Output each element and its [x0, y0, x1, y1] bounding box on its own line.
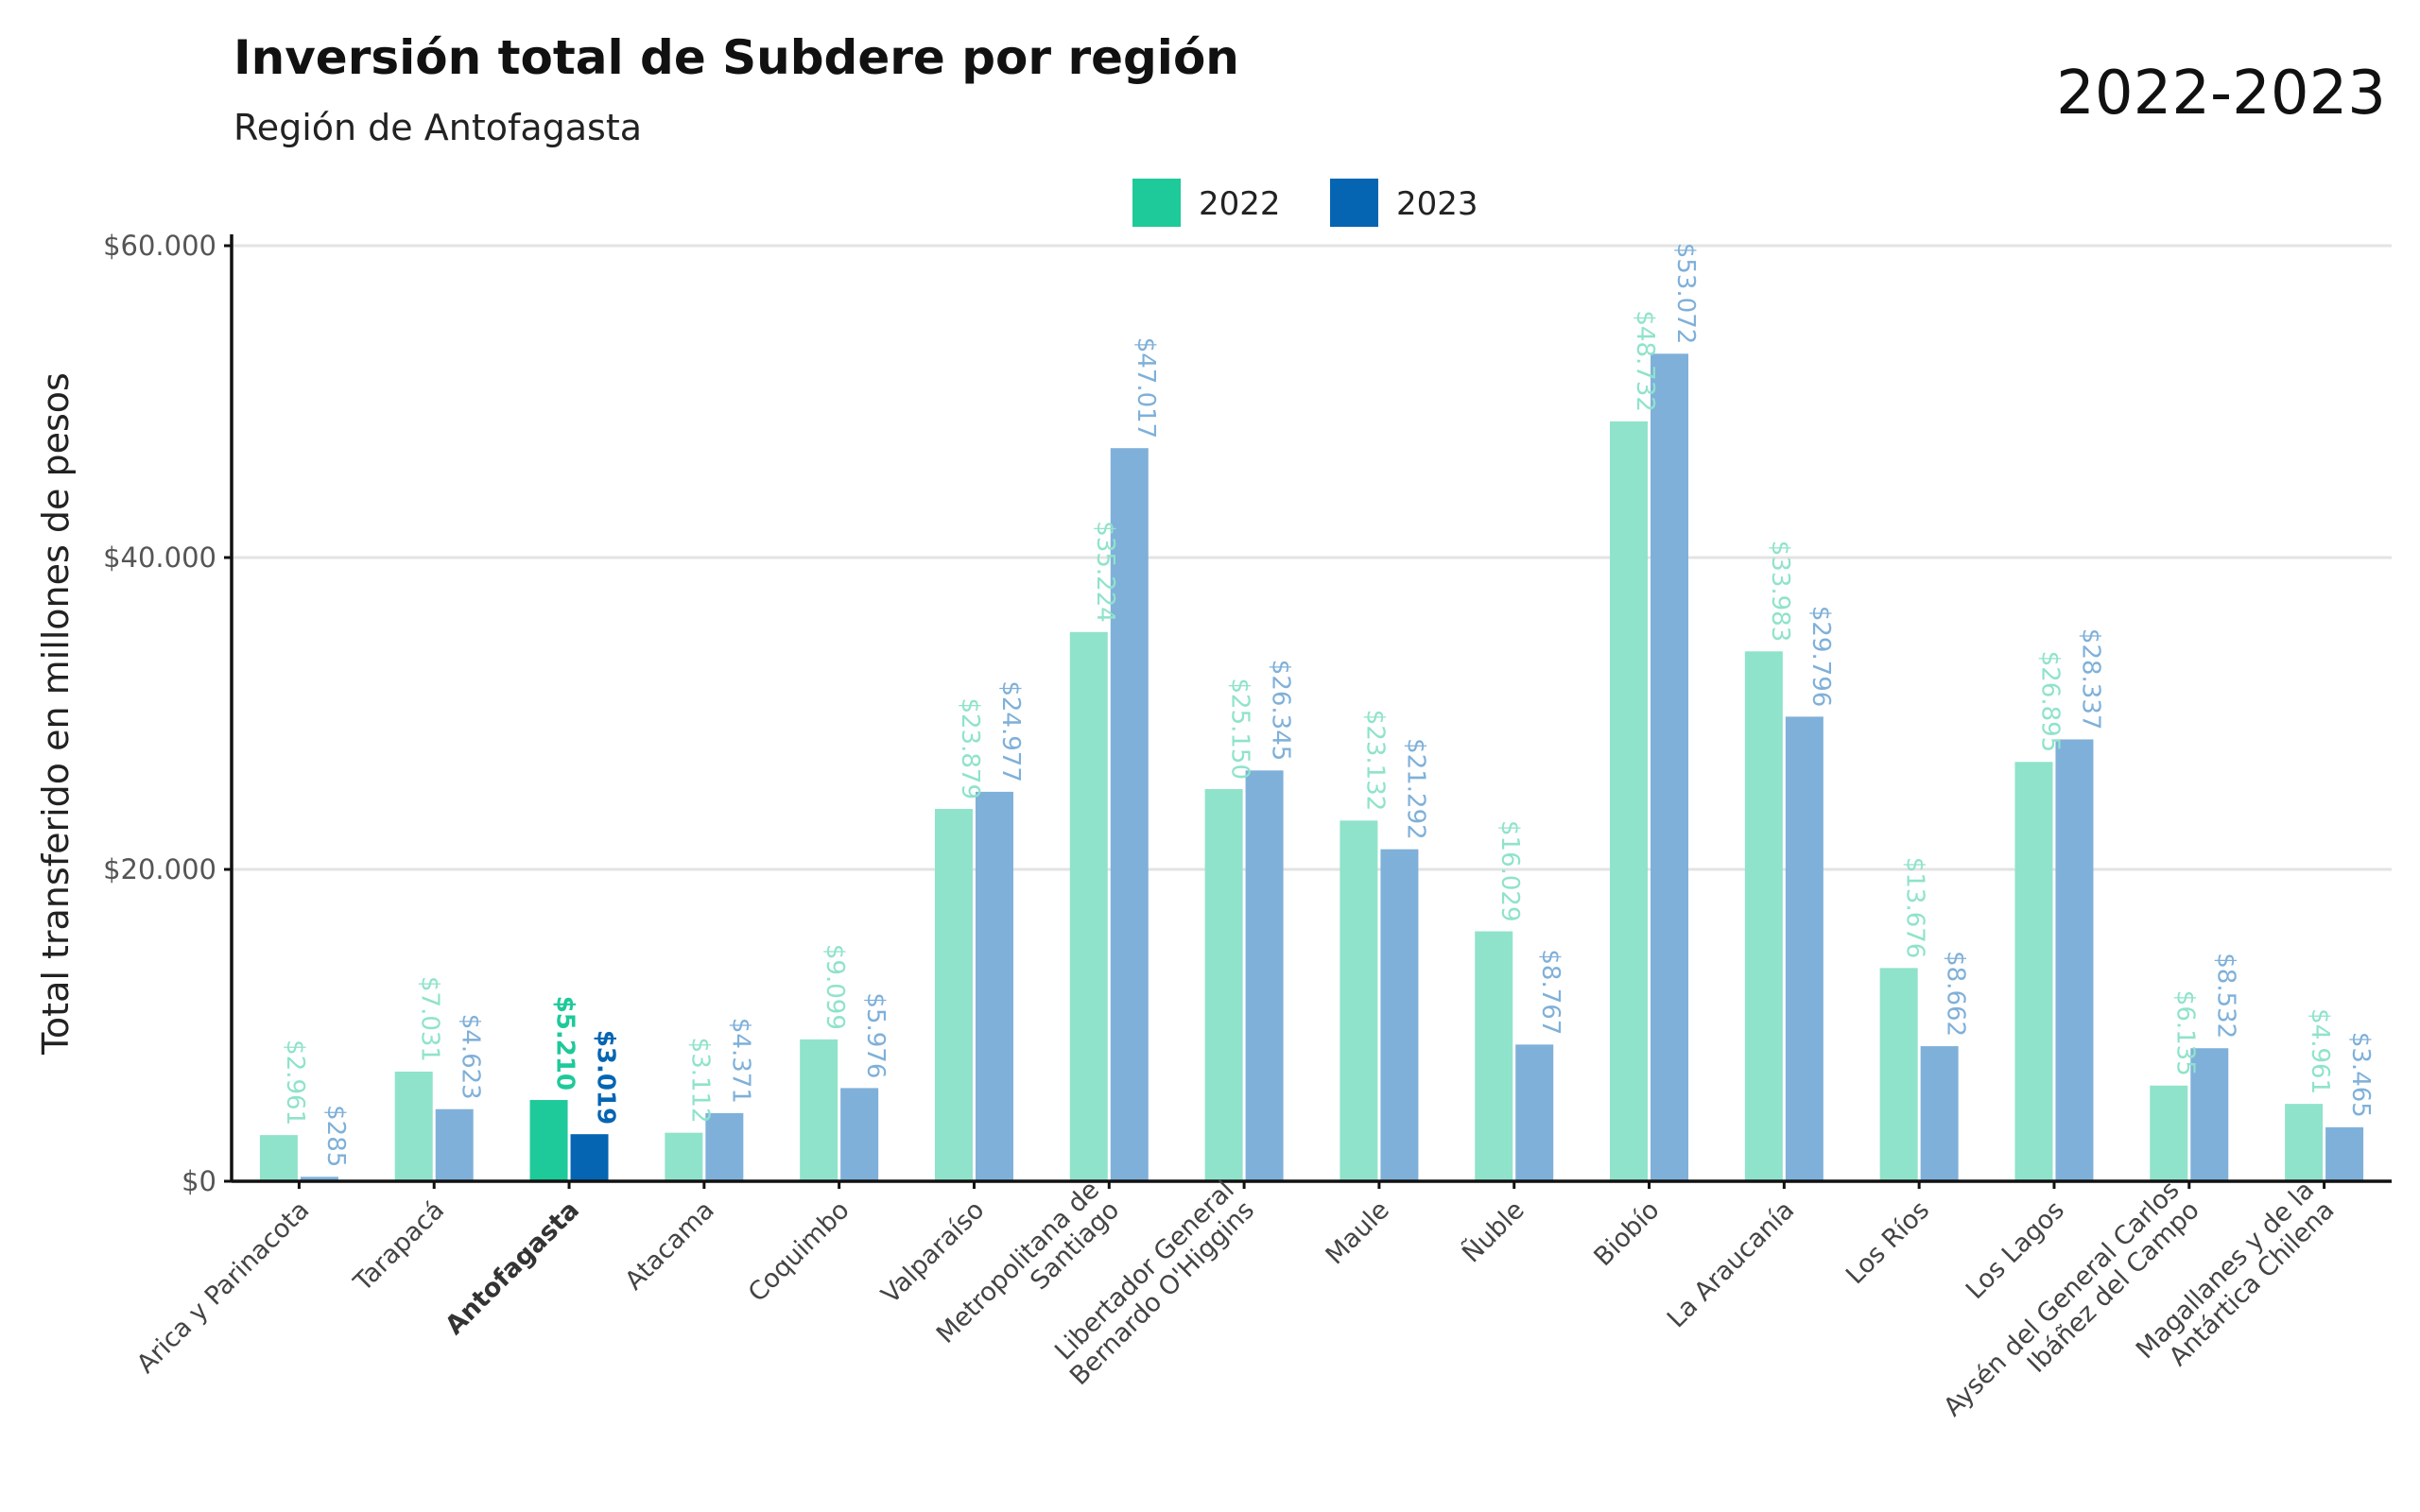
bar-2023 — [840, 1088, 879, 1181]
data-label-2023: $8.662 — [1942, 951, 1970, 1037]
bar-2023 — [705, 1112, 744, 1181]
legend-label-2023: 2023 — [1396, 185, 1478, 223]
legend-swatch-2023 — [1330, 179, 1378, 227]
bar-2022 — [1069, 631, 1108, 1181]
data-label-2023: $4.623 — [457, 1014, 485, 1100]
bar-2022 — [1744, 651, 1783, 1181]
data-label-2022: $13.676 — [1901, 857, 1929, 959]
data-label-2023: $3.019 — [592, 1030, 620, 1125]
bar-2022 — [934, 808, 973, 1181]
bar-2022 — [1879, 968, 1918, 1181]
data-label-2023: $21.292 — [1401, 738, 1429, 840]
x-tick-label: Arica y Parinacota — [131, 1195, 315, 1379]
data-label-2022: $25.150 — [1226, 678, 1254, 780]
bar-2022 — [1610, 421, 1649, 1181]
bar-2023 — [2325, 1126, 2364, 1181]
data-label-2023: $29.796 — [1806, 606, 1835, 708]
data-label-2022: $6.135 — [2170, 990, 2199, 1076]
bar-2023 — [1380, 849, 1419, 1181]
x-tick-label: Coquimbo — [743, 1195, 856, 1308]
y-tick-label: $0 — [182, 1165, 216, 1197]
bar-2022 — [2014, 762, 2053, 1181]
x-tick-label: La Araucanía — [1662, 1195, 1800, 1333]
y-axis-label: Total transferido en millones de pesos — [35, 372, 77, 1056]
bar-2022 — [1340, 820, 1378, 1181]
bar-2023 — [2055, 739, 2094, 1181]
x-tick-label: Maule — [1321, 1195, 1395, 1270]
data-label-2022: $35.224 — [1091, 521, 1119, 623]
bar-2022 — [529, 1100, 568, 1181]
bar-2023 — [1515, 1044, 1554, 1181]
data-label-2023: $285 — [321, 1105, 350, 1167]
data-label-2022: $16.029 — [1495, 820, 1524, 922]
chart-subtitle: Región de Antofagasta — [233, 107, 642, 148]
legend-swatch-2022 — [1132, 179, 1181, 227]
data-label-2022: $3.112 — [685, 1038, 714, 1124]
data-label-2023: $47.017 — [1132, 337, 1160, 439]
data-label-2023: $24.977 — [996, 680, 1025, 782]
x-tick-label: Antofagasta — [440, 1195, 585, 1341]
x-tick-label: Los Ríos — [1841, 1195, 1935, 1290]
bars — [259, 353, 2364, 1182]
bar-2023 — [1245, 770, 1284, 1181]
bar-2023 — [1785, 716, 1824, 1181]
bar-2023 — [2190, 1048, 2229, 1181]
bar-2022 — [800, 1039, 838, 1181]
y-tick-label: $20.000 — [103, 853, 216, 885]
data-label-2022: $33.983 — [1766, 541, 1794, 643]
data-label-2022: $7.031 — [416, 976, 444, 1062]
data-label-2022: $9.099 — [821, 944, 849, 1030]
data-label-2022: $26.895 — [2035, 651, 2064, 753]
bar-2023 — [1110, 448, 1149, 1182]
bar-2022 — [1475, 931, 1513, 1181]
data-label-2023: $8.532 — [2211, 953, 2239, 1039]
bar-2023 — [570, 1134, 609, 1181]
y-axis-ticks: $0 $20.000 $40.000 $60.000 — [103, 230, 232, 1197]
bar-2023 — [975, 791, 1013, 1181]
data-label-2022: $2.961 — [281, 1040, 309, 1125]
bar-2023 — [1651, 353, 1689, 1181]
data-label-2023: $3.465 — [2346, 1032, 2375, 1118]
bar-2022 — [2150, 1085, 2188, 1181]
bar-2023 — [300, 1177, 338, 1181]
legend: 2022 2023 — [1132, 179, 1478, 227]
bar-2022 — [1204, 789, 1243, 1181]
x-tick-label: Atacama — [619, 1195, 719, 1296]
legend-label-2022: 2022 — [1199, 185, 1281, 223]
data-label-2023: $26.345 — [1267, 660, 1295, 762]
data-label-2022: $23.132 — [1360, 710, 1389, 812]
data-label-2023: $4.371 — [726, 1018, 754, 1104]
axes — [230, 234, 2392, 1183]
data-label-2022: $4.961 — [2306, 1008, 2334, 1094]
y-tick-label: $40.000 — [103, 541, 216, 574]
chart-title: Inversión total de Subdere por región — [233, 30, 1239, 85]
y-tick-label: $60.000 — [103, 230, 216, 262]
x-tick-label: Biobío — [1588, 1195, 1665, 1272]
bar-2023 — [435, 1108, 474, 1181]
data-labels: $2.961 $285 $7.031 $4.623 $5.210 $3.019 $3.112… — [281, 243, 2375, 1168]
data-label-2022: $48.732 — [1631, 310, 1659, 412]
bar-2022 — [2285, 1104, 2324, 1181]
x-tick-label: Tarapacá — [348, 1195, 450, 1297]
bar-2022 — [259, 1135, 298, 1181]
data-label-2022: $5.210 — [551, 996, 579, 1091]
period-label: 2022-2023 — [2056, 59, 2386, 129]
data-label-2023: $53.072 — [1671, 243, 1700, 345]
data-label-2023: $8.767 — [1536, 949, 1564, 1035]
bar-2022 — [665, 1132, 703, 1181]
bar-2022 — [394, 1071, 433, 1181]
data-label-2023: $28.337 — [2076, 628, 2104, 730]
data-label-2023: $5.976 — [861, 992, 890, 1078]
bar-2023 — [1920, 1046, 1959, 1181]
data-label-2022: $23.879 — [956, 697, 984, 799]
x-tick-label: Ñuble — [1456, 1194, 1530, 1268]
